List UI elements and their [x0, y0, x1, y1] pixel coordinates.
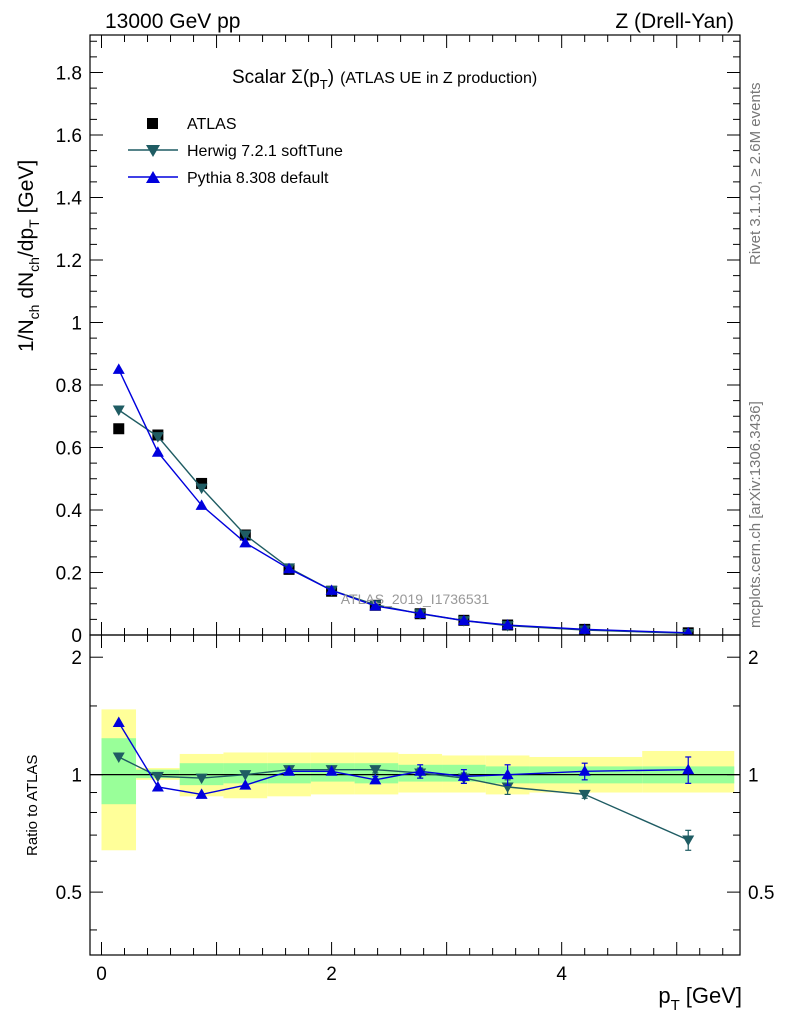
main-axes: 0 0.2 0.4 0.6 0.8 1 1.2 1.4 1.6 1.8	[56, 35, 740, 647]
y-tick-label: 1.8	[56, 64, 82, 85]
y-tick-label: 0.2	[56, 564, 82, 585]
ratio-axes: 0.5 0.5 1 1 2 2 0 2 4	[56, 635, 774, 985]
x-tick-label: 4	[556, 964, 567, 985]
legend: ATLAS Herwig 7.2.1 softTune Pythia 8.308…	[128, 116, 343, 187]
legend-label-atlas: ATLAS	[187, 116, 237, 133]
ratio-series-line	[118, 722, 689, 796]
ratio-y-tick-label: 2	[71, 648, 82, 669]
y-tick-label: 0.8	[56, 376, 82, 397]
ratio-bands	[101, 709, 735, 851]
ratio-point-pythia	[457, 770, 470, 781]
y-axis-label-main: 1/Nch dNch/dpT [GeV]	[15, 160, 42, 352]
data-point-herwig	[112, 405, 125, 416]
y-tick-label: 0.6	[56, 439, 82, 460]
main-series	[112, 363, 695, 635]
mcplots-label: mcplots.cern.ch [arXiv:1306.3436]	[747, 401, 764, 628]
chart-title: Scalar Σ(pT) (ATLAS UE in Z production)	[232, 67, 537, 92]
data-point-atlas	[196, 477, 208, 489]
ratio-y-tick-label: 1	[71, 766, 82, 787]
legend-marker-herwig	[146, 145, 160, 157]
ratio-y-tick-label: 0.5	[56, 883, 82, 904]
band-inner	[101, 738, 137, 805]
data-point-pythia	[112, 363, 125, 374]
ratio-y-tick-label-right: 0.5	[748, 883, 774, 904]
data-point-pythia	[195, 499, 208, 510]
rivet-version-label: Rivet 3.1.10, ≥ 2.6M events	[747, 83, 764, 266]
ratio-point-pythia	[195, 788, 208, 799]
ratio-panel: 0.5 0.5 1 1 2 2 0 2 4	[56, 634, 774, 985]
ratio-series	[112, 716, 695, 851]
title-main: Scalar Σ(p	[232, 67, 320, 88]
data-point-herwig	[239, 530, 252, 541]
x-axis-label: pT [GeV]	[658, 983, 742, 1014]
y-tick-label: 0	[71, 626, 82, 647]
ratio-frame	[89, 634, 741, 956]
legend-marker-pythia	[146, 171, 160, 183]
y-tick-label: 1.4	[56, 189, 83, 210]
svg-text:Scalar Σ(pT)(ATLAS UE in Z pro: Scalar Σ(pT) (ATLAS UE in Z production)	[232, 67, 537, 92]
data-point-herwig	[151, 432, 164, 443]
data-point-atlas	[113, 423, 125, 435]
data-point-pythia	[239, 536, 252, 548]
legend-label-herwig: Herwig 7.2.1 softTune	[187, 143, 343, 160]
data-point-pythia	[283, 562, 296, 574]
main-panel: 0 0.2 0.4 0.6 0.8 1 1.2 1.4 1.6 1.8 ATLAS_2019_I1…	[56, 34, 741, 647]
title-close: )	[328, 67, 334, 88]
ratio-point-herwig	[369, 765, 382, 776]
ratio-point-pythia	[283, 765, 296, 776]
watermark: ATLAS_2019_I1736531	[341, 591, 490, 607]
ratio-point-herwig	[239, 770, 252, 781]
legend-entry-atlas: ATLAS	[147, 116, 237, 133]
y-tick-label: 0.4	[56, 501, 83, 522]
ratio-point-pythia	[112, 716, 125, 728]
ratio-point-pythia	[325, 765, 338, 776]
data-point-pythia	[369, 599, 382, 611]
legend-entry-pythia: Pythia 8.308 default	[128, 170, 329, 187]
data-point-herwig	[195, 483, 208, 495]
ratio-point-herwig	[112, 752, 125, 763]
header-right: Z (Drell-Yan)	[615, 10, 734, 33]
ratio-point-pythia	[578, 765, 591, 776]
ratio-point-herwig	[151, 771, 164, 783]
ratio-point-pythia	[501, 768, 514, 780]
data-point-pythia	[683, 626, 693, 635]
title-sub: T	[320, 77, 328, 92]
ratio-point-pythia	[239, 779, 252, 790]
data-point-pythia	[457, 614, 470, 626]
x-tick-label: 2	[326, 964, 337, 985]
data-point-pythia	[414, 607, 427, 618]
ratio-series-line	[118, 756, 689, 841]
ratio-point-herwig	[682, 835, 695, 847]
x-tick-label: 0	[96, 964, 107, 985]
data-point-pythia	[578, 623, 591, 634]
series-line	[118, 369, 689, 634]
header-left: 13000 GeV pp	[105, 10, 240, 33]
title-rest: (ATLAS UE in Z production)	[340, 70, 537, 87]
legend-marker-atlas	[147, 118, 158, 129]
data-point-pythia	[325, 584, 338, 595]
data-point-pythia	[151, 446, 164, 457]
ratio-y-tick-label-right: 1	[748, 766, 759, 787]
ratio-point-herwig	[578, 789, 591, 801]
ratio-point-herwig	[195, 773, 208, 785]
ratio-point-pythia	[151, 780, 164, 792]
legend-entry-herwig: Herwig 7.2.1 softTune	[128, 143, 343, 160]
ratio-y-tick-label-right: 2	[748, 648, 759, 669]
y-tick-label: 1.2	[56, 251, 82, 272]
ratio-point-pythia	[414, 765, 427, 776]
legend-label-pythia: Pythia 8.308 default	[187, 170, 329, 187]
ratio-point-pythia	[682, 763, 695, 775]
data-point-pythia	[501, 619, 514, 630]
y-axis-label-ratio: Ratio to ATLAS	[24, 755, 41, 856]
y-tick-label: 1.6	[56, 126, 82, 147]
ratio-point-pythia	[369, 773, 382, 785]
y-tick-label: 1	[71, 314, 82, 335]
